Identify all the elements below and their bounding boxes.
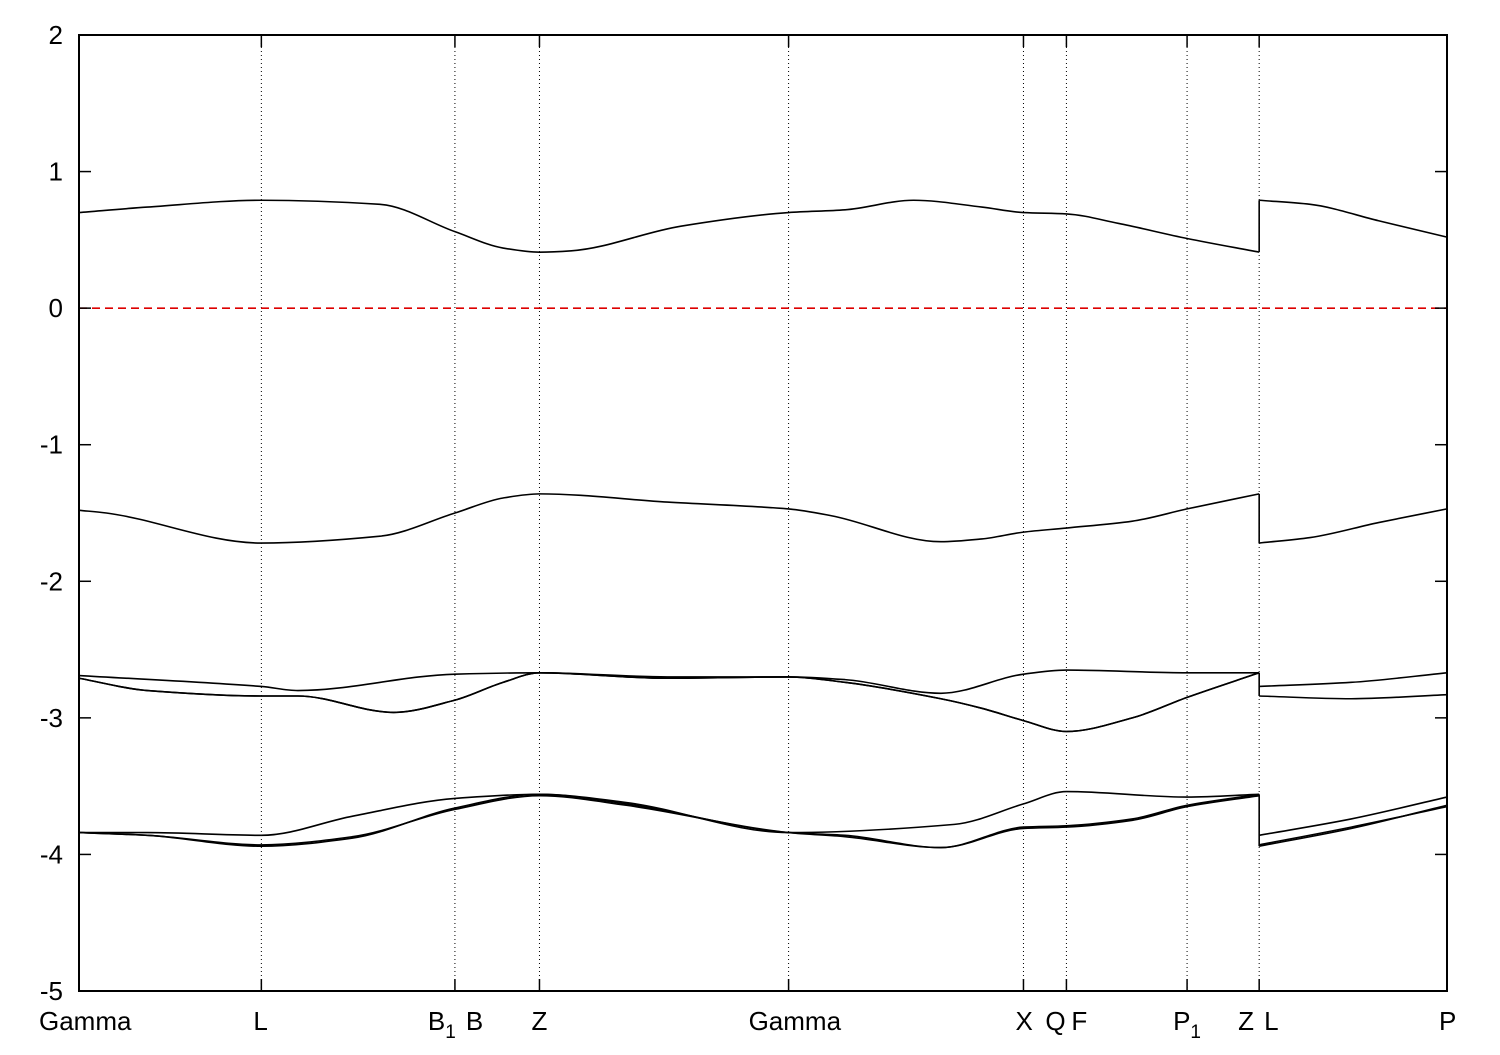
band-line (78, 669, 1260, 695)
x-tick-label: B (466, 1006, 483, 1036)
x-tick-label-subscript: 1 (1190, 1022, 1201, 1043)
y-tick-label: -4 (40, 839, 63, 869)
y-tick-label: 2 (49, 20, 63, 50)
band-line (78, 671, 1260, 733)
band-line (1259, 693, 1448, 700)
y-axis-ticks: -5 -4 -3 -2 -1 0 1 2 (40, 20, 1447, 1006)
y-tick-label: 0 (49, 293, 63, 323)
x-tick-label: Gamma (749, 1006, 842, 1036)
plot-border (78, 34, 1448, 992)
x-tick-label: X (1015, 1006, 1032, 1036)
band-line (79, 790, 1260, 837)
y-tick-label: -3 (40, 703, 63, 733)
x-tick-label: Q (1045, 1006, 1065, 1036)
band-line (1259, 508, 1448, 544)
x-tick-label: Z (531, 1006, 547, 1036)
x-tick-label: Z (1238, 1006, 1254, 1036)
band-line (1259, 796, 1448, 837)
x-tick-label-subscript: 1 (445, 1022, 456, 1043)
y-tick-label: -5 (40, 976, 63, 1006)
band-line (78, 793, 1260, 849)
x-tick-label: B1 (428, 1006, 456, 1043)
x-tick-label: F (1071, 1006, 1087, 1036)
x-tick-label: Gamma (39, 1006, 132, 1036)
band-line (1259, 671, 1448, 688)
band-line (1259, 199, 1448, 238)
band-lines (78, 199, 1448, 849)
y-tick-label: 1 (49, 157, 63, 187)
x-tick-label: P1 (1173, 1006, 1201, 1043)
x-tick-label: P (1439, 1006, 1456, 1036)
band-line (78, 794, 1260, 849)
plot-frame (78, 34, 1448, 992)
band-line (78, 199, 1260, 253)
x-axis-ticks: Gamma L B1 B Z Gamma X Q F P1 Z L P (39, 35, 1456, 1043)
y-tick-label: -2 (40, 566, 63, 596)
band-line (78, 493, 1260, 544)
y-tick-label: -1 (40, 430, 63, 460)
x-tick-label: L (253, 1006, 267, 1036)
grid-lines (260, 35, 1260, 991)
band-line (1259, 805, 1448, 846)
x-tick-label: L (1264, 1006, 1278, 1036)
band-line (78, 671, 1260, 733)
